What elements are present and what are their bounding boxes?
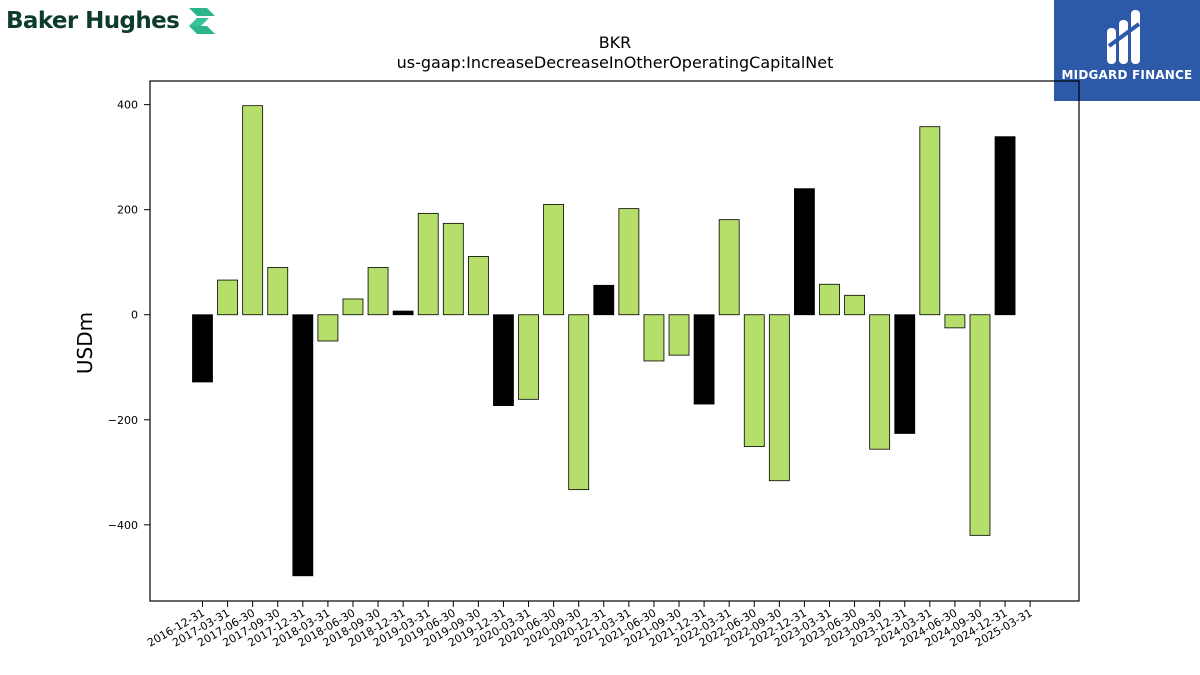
baker-hughes-chevron-icon bbox=[189, 8, 216, 34]
bar-2019-03-31 bbox=[417, 212, 439, 316]
bar-2021-03-31 bbox=[618, 208, 640, 316]
bar-2023-12-31 bbox=[894, 314, 916, 434]
y-axis-label: USDm bbox=[73, 312, 97, 374]
y-tick-label: 400 bbox=[117, 99, 138, 112]
bar-2022-09-30 bbox=[768, 314, 790, 482]
bar-2024-06-30 bbox=[944, 314, 966, 329]
bar-2024-03-31 bbox=[919, 126, 941, 316]
bar-2017-09-30 bbox=[267, 267, 289, 316]
bar-2017-03-31 bbox=[217, 279, 238, 316]
bar-2017-12-31 bbox=[292, 314, 314, 577]
baker-hughes-logo: Baker Hughes bbox=[6, 4, 217, 38]
bar-2017-06-30 bbox=[242, 105, 264, 316]
bars-group bbox=[192, 105, 1016, 577]
bar-2021-12-31 bbox=[693, 314, 715, 405]
bar-2024-12-31 bbox=[994, 136, 1016, 316]
bar-2018-12-31 bbox=[392, 310, 414, 316]
bar-2019-06-30 bbox=[442, 222, 464, 316]
bar-2023-03-31 bbox=[819, 283, 840, 316]
bar-2018-09-30 bbox=[367, 267, 389, 316]
bar-2019-09-30 bbox=[467, 256, 489, 316]
y-tick-label: −200 bbox=[108, 414, 138, 427]
bar-2022-12-31 bbox=[794, 188, 815, 316]
baker-hughes-wordmark: Baker Hughes bbox=[6, 8, 180, 34]
bar-2020-03-31 bbox=[518, 314, 539, 400]
bar-2021-06-30 bbox=[643, 314, 665, 362]
chart-subtitle: us-gaap:IncreaseDecreaseInOtherOperating… bbox=[397, 53, 834, 72]
bar-2019-12-31 bbox=[493, 314, 514, 407]
bar-2022-03-31 bbox=[718, 219, 740, 316]
midgard-logo-icon bbox=[1107, 10, 1141, 64]
bar-2020-06-30 bbox=[543, 204, 565, 316]
bar-2021-09-30 bbox=[668, 314, 690, 356]
y-tick-label: 200 bbox=[117, 204, 138, 217]
bar-2018-06-30 bbox=[342, 298, 364, 316]
midgard-finance-badge: MIDGARD FINANCE bbox=[1054, 0, 1200, 101]
bar-2016-12-31 bbox=[192, 314, 213, 383]
midgard-wordmark: MIDGARD FINANCE bbox=[1061, 68, 1193, 82]
bar-2024-09-30 bbox=[969, 314, 991, 536]
plot-frame bbox=[149, 80, 1080, 602]
bar-2022-06-30 bbox=[743, 314, 765, 447]
x-axis-ticks: 2016-12-312017-03-312017-06-302017-09-30… bbox=[145, 601, 1035, 650]
bar-2020-09-30 bbox=[568, 314, 590, 491]
y-axis-ticks: −400 −200 0 200 400 bbox=[108, 99, 150, 532]
chart-title: BKR bbox=[599, 33, 632, 52]
bar-2018-03-31 bbox=[317, 314, 339, 342]
bar-2023-09-30 bbox=[869, 314, 891, 450]
bar-2023-06-30 bbox=[844, 294, 865, 316]
bar-2020-12-31 bbox=[593, 284, 615, 316]
y-tick-label: 0 bbox=[131, 309, 138, 322]
y-tick-label: −400 bbox=[108, 519, 138, 532]
